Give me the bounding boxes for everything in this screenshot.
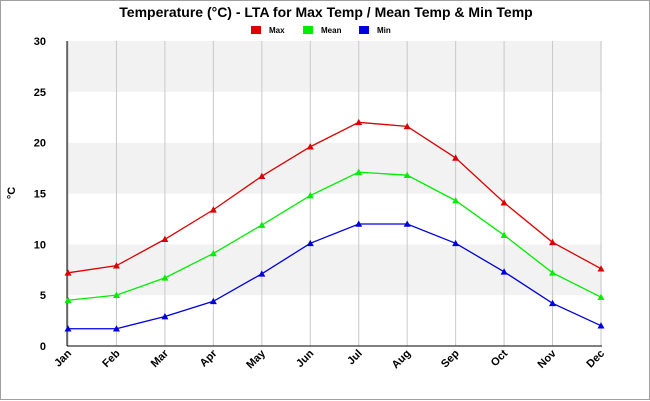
legend-item-mean: Mean <box>303 26 342 35</box>
y-tick-label: 30 <box>34 36 46 48</box>
y-tick-label: 15 <box>34 189 46 201</box>
y-tick-label: 0 <box>40 341 46 353</box>
legend-swatch-min <box>359 26 369 34</box>
data-point-max-nov <box>549 238 557 246</box>
chart-title: Temperature (°C) - LTA for Max Temp / Me… <box>119 4 532 20</box>
series-mean <box>64 168 605 304</box>
data-point-mean-mar <box>161 274 169 281</box>
data-point-mean-apr <box>209 249 217 257</box>
y-axis-title: °C <box>6 187 18 199</box>
data-point-mean-feb <box>112 291 120 298</box>
band-10-15 <box>67 193 602 245</box>
data-point-mean-sep <box>452 197 460 204</box>
data-point-max-jun <box>306 143 314 150</box>
band-25-30 <box>67 41 602 92</box>
data-point-max-jul <box>355 118 363 126</box>
data-point-max-sep <box>452 154 460 161</box>
series-line-max <box>67 121 602 274</box>
x-tick-label-oct: Oct <box>489 347 511 369</box>
legend-label-min: Min <box>377 26 391 35</box>
data-point-max-aug <box>403 122 411 130</box>
data-point-max-oct <box>500 199 508 206</box>
band-15-20 <box>67 142 602 194</box>
data-point-mean-jan <box>64 296 72 304</box>
x-tick-label-dec: Dec <box>584 348 607 371</box>
y-axis-ticks: 0 5 10 15 20 25 30 <box>34 36 46 353</box>
x-axis-ticks: Jan Feb Mar Apr May Jun Jul Aug Sep Oct Nov Dec <box>52 347 607 371</box>
x-tick-label-mar: Mar <box>149 347 172 370</box>
x-tick-label-jan: Jan <box>52 347 74 369</box>
data-point-min-dec <box>597 322 605 329</box>
data-point-mean-dec <box>597 293 605 300</box>
data-point-mean-may <box>258 221 266 228</box>
data-point-min-jul <box>355 220 363 227</box>
y-tick-label: 10 <box>34 239 46 251</box>
x-tick-label-aug: Aug <box>390 348 414 372</box>
series-min <box>64 220 605 332</box>
data-point-min-mar <box>161 313 169 320</box>
legend-swatch-mean <box>303 26 313 34</box>
y-tick-label: 5 <box>40 290 46 302</box>
data-point-min-sep <box>452 239 460 247</box>
data-point-max-apr <box>209 206 217 213</box>
data-point-max-jan <box>64 269 72 276</box>
series-line-min <box>68 223 602 330</box>
legend-label-max: Max <box>269 26 285 35</box>
data-point-max-may <box>258 172 266 180</box>
x-tick-label-may: May <box>244 347 268 371</box>
plot-background-bands <box>67 41 602 346</box>
data-point-min-aug <box>403 220 411 227</box>
series-max <box>64 118 605 276</box>
series-lines <box>64 118 605 332</box>
data-point-max-feb <box>112 262 120 269</box>
x-tick-label-nov: Nov <box>535 347 559 371</box>
data-point-min-jan <box>64 325 72 332</box>
plot-gridlines <box>67 41 602 346</box>
legend-swatch-max <box>251 26 261 34</box>
data-point-max-mar <box>161 235 169 243</box>
x-tick-label-jul: Jul <box>345 348 365 368</box>
data-point-min-feb <box>112 325 120 332</box>
data-point-mean-nov <box>549 269 557 276</box>
data-point-min-jun <box>306 239 314 247</box>
data-point-mean-oct <box>500 231 508 238</box>
data-point-min-may <box>258 270 266 277</box>
x-tick-label-jun: Jun <box>294 347 317 370</box>
y-tick-label: 20 <box>34 138 46 150</box>
x-tick-label-apr: Apr <box>198 347 220 369</box>
plot-axes <box>66 41 602 347</box>
data-point-min-apr <box>209 297 217 305</box>
x-tick-label-sep: Sep <box>439 347 462 370</box>
x-tick-label-feb: Feb <box>100 347 123 370</box>
data-point-min-nov <box>549 299 557 307</box>
series-line-mean <box>67 171 602 301</box>
y-tick-label: 25 <box>34 87 46 99</box>
data-point-mean-jun <box>306 192 314 199</box>
data-point-min-oct <box>500 268 508 275</box>
data-point-max-dec <box>597 265 605 272</box>
data-point-mean-jul <box>355 168 363 175</box>
legend-item-max: Max <box>251 26 285 35</box>
band-5-10 <box>67 244 602 296</box>
legend-label-mean: Mean <box>321 26 342 35</box>
data-point-mean-aug <box>403 171 411 178</box>
legend: Max Mean Min <box>251 26 391 35</box>
legend-item-min: Min <box>359 26 391 35</box>
band-0-5 <box>67 295 602 346</box>
